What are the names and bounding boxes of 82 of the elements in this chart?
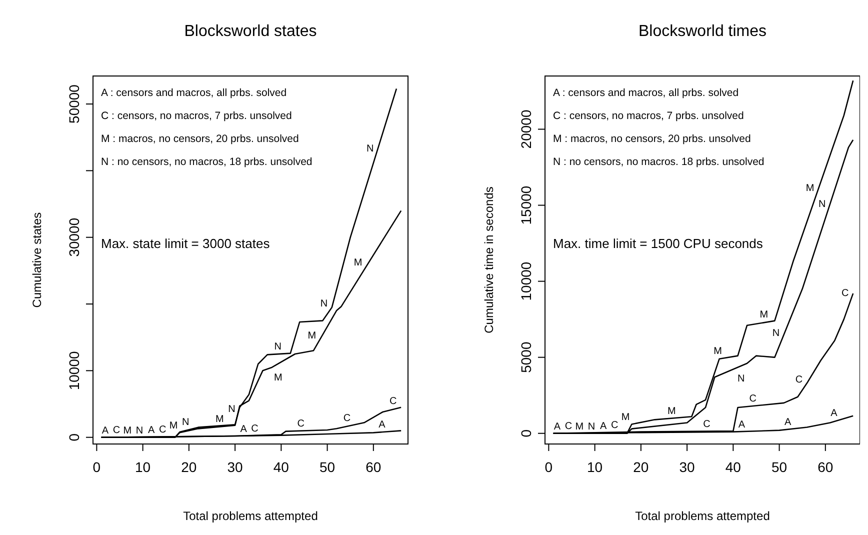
text: C [610, 420, 618, 432]
series-label: C [158, 424, 166, 436]
text: N [366, 144, 374, 155]
x-tick-label: 30 [679, 459, 696, 475]
annotation: A : censors and macros, all prbs. solved [553, 87, 739, 99]
series-label: N [136, 425, 144, 436]
series-label: M [123, 425, 132, 436]
x-axis-title: Total problems attempted [635, 509, 770, 523]
x-tick-label: 20 [181, 459, 197, 475]
text: C [564, 420, 572, 432]
y-tick-label: 50000 [66, 84, 82, 124]
text: A [830, 408, 838, 419]
text: C [297, 418, 305, 430]
x-tick-label: 30 [227, 459, 244, 475]
y-tick-label: 20000 [518, 110, 534, 149]
x-tick-label: 20 [633, 459, 649, 475]
text: A [240, 424, 247, 435]
y-tick-label: 10000 [66, 350, 82, 390]
text: M [760, 310, 768, 321]
series-label: A [554, 421, 561, 432]
x-tick-label: 40 [273, 459, 290, 475]
annotation: C : censors, no macros, 7 prbs. unsolved [101, 110, 292, 122]
text: A [600, 420, 607, 432]
text: N [182, 417, 190, 428]
y-tick-label: 5000 [518, 342, 534, 373]
chart-title: Blocksworld times [638, 23, 767, 40]
text: M [274, 372, 282, 384]
text: M [308, 330, 316, 342]
text: C [251, 423, 258, 434]
x-tick-label: 10 [135, 459, 151, 475]
text: N [274, 342, 282, 353]
text: M [169, 420, 178, 432]
text: C [795, 374, 803, 386]
annotation: Max. state limit = 3000 states [101, 236, 270, 251]
text: N [818, 199, 826, 210]
text: N [228, 404, 236, 415]
y-tick-label: 0 [66, 433, 82, 442]
x-tick-label: 60 [818, 459, 834, 475]
series-label: A [148, 424, 155, 436]
x-tick-label: 0 [92, 459, 101, 475]
series-label: C [703, 419, 710, 430]
text: M [354, 258, 362, 269]
y-tick-label: 0 [518, 429, 534, 438]
annotation: A : censors and macros, all prbs. solved [101, 87, 287, 99]
series-label: N [588, 421, 596, 432]
text: C [343, 413, 351, 424]
text: M [667, 406, 676, 417]
x-tick-label: 10 [587, 459, 603, 475]
annotation: C : censors, no macros, 7 prbs. unsolved [553, 110, 744, 122]
text: N [772, 328, 780, 340]
x-tick-label: 0 [544, 459, 553, 475]
text: A [378, 420, 386, 431]
annotation: N : no censors, no macros. 18 prbs. unsolved [553, 156, 764, 168]
annotation: N : no censors, no macros, 18 prbs. unsolved [101, 156, 312, 168]
text: N [737, 373, 745, 384]
text: A [784, 416, 792, 428]
text: N [320, 298, 328, 310]
series-label: M [575, 421, 584, 432]
y-axis-title: Cumulative states [30, 212, 44, 308]
x-tick-label: 50 [320, 459, 336, 475]
text: C [749, 393, 757, 404]
text: C [112, 425, 120, 436]
annotation: M : macros, no censors, 20 prbs. unsolved [101, 133, 299, 145]
y-tick-label: 30000 [66, 218, 82, 257]
text: M [621, 412, 630, 424]
text: A [102, 425, 109, 436]
x-tick-label: 50 [772, 459, 788, 475]
text: M [215, 414, 224, 426]
y-axis-title: Cumulative time in seconds [482, 186, 496, 334]
chart-title: Blocksworld states [184, 23, 317, 40]
text: C [842, 288, 849, 299]
text: C [390, 396, 397, 407]
y-tick-label: 10000 [518, 262, 534, 301]
annotation: M : macros, no censors, 20 prbs. unsolved [553, 133, 751, 145]
text: M [714, 346, 722, 358]
y-tick-label: 15000 [518, 186, 534, 225]
x-axis-title: Total problems attempted [183, 509, 318, 523]
text: A [738, 419, 746, 430]
annotation: Max. time limit = 1500 CPU seconds [553, 236, 764, 251]
x-tick-label: 60 [366, 459, 382, 475]
text: M [806, 183, 814, 194]
x-tick-label: 40 [725, 459, 742, 475]
